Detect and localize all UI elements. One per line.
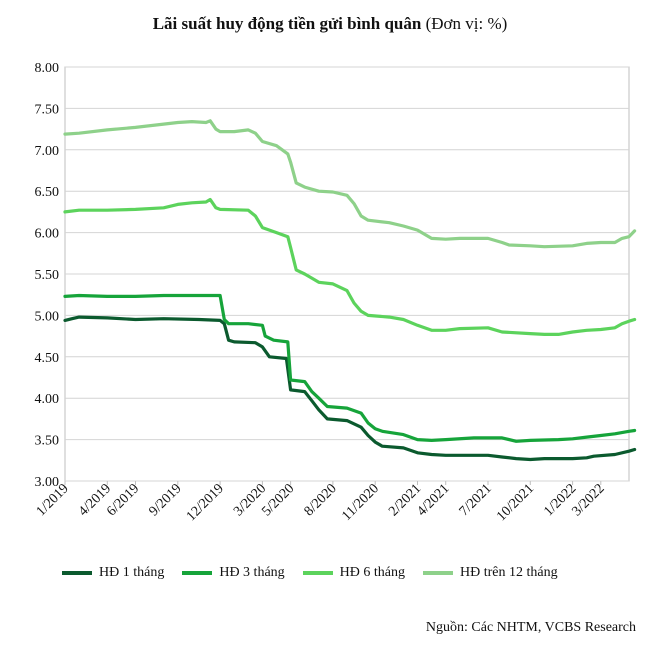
series-line-2 (63, 293, 637, 443)
chart-title-main: Lãi suất huy động tiền gửi bình quân (152, 14, 422, 33)
series-line-3 (63, 197, 637, 336)
chart-title: Lãi suất huy động tiền gửi bình quân (Đơ… (0, 14, 660, 34)
legend-item: HĐ 6 tháng (302, 565, 405, 581)
legend-swatch (182, 571, 213, 575)
x-tick-label: 11/2020 (339, 481, 382, 524)
x-tick-label: 5/2020 (259, 481, 297, 519)
y-tick-label: 6.00 (35, 227, 60, 242)
legend-item: HĐ 3 tháng (182, 565, 285, 581)
legend-item: HĐ trên 12 tháng (422, 565, 558, 581)
x-tick-label: 8/2020 (302, 481, 340, 519)
x-tick-label: 6/2019 (104, 481, 142, 519)
legend: HĐ 1 tháng HĐ 3 tháng HĐ 6 tháng HĐ trên 12… (62, 562, 622, 584)
y-tick-label: 3.50 (35, 434, 60, 449)
legend-swatch (422, 571, 453, 575)
legend-label: HĐ trên 12 tháng (459, 565, 558, 580)
legend-swatch (62, 571, 92, 575)
x-tick-label: 10/2021 (494, 481, 537, 524)
series-line-4 (63, 119, 637, 249)
legend-label: HĐ 3 tháng (219, 565, 285, 580)
y-tick-label: 8.00 (35, 61, 60, 76)
y-tick-label: 7.50 (35, 102, 60, 117)
legend-label: HĐ 6 tháng (339, 565, 405, 580)
y-tick-label: 5.50 (35, 268, 60, 283)
series-line-1 (63, 315, 637, 462)
chart-title-unit: (Đơn vị: %) (425, 14, 508, 33)
y-tick-label: 4.50 (35, 351, 60, 366)
y-tick-label: 7.00 (35, 144, 60, 159)
y-tick-label: 6.50 (35, 185, 60, 200)
x-tick-label: 7/2021 (457, 481, 495, 519)
x-tick-label: 3/2022 (570, 481, 608, 519)
y-tick-label: 4.00 (35, 392, 60, 407)
x-tick-label: 4/2021 (414, 481, 452, 519)
y-tick-label: 5.00 (35, 309, 60, 324)
y-tick-label: 3.00 (35, 475, 60, 490)
source-note: Nguồn: Các NHTM, VCBS Research (425, 620, 636, 635)
x-tick-label: 12/2019 (184, 481, 227, 524)
legend-label: HĐ 1 tháng (99, 565, 165, 580)
legend-swatch (302, 571, 333, 575)
legend-item: HĐ 1 tháng (62, 565, 164, 581)
x-tick-label: 9/2019 (147, 481, 185, 519)
